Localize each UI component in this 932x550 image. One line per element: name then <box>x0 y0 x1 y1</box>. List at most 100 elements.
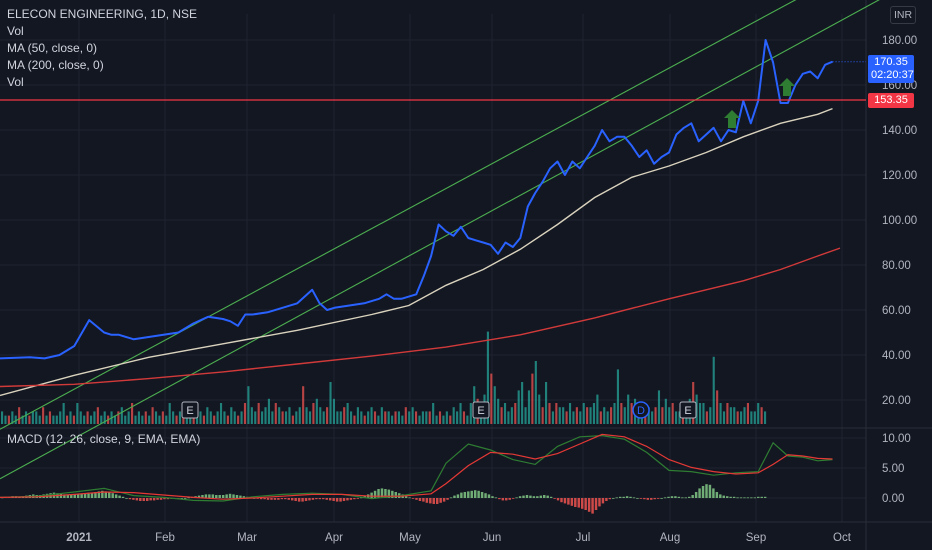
volume-bar <box>531 373 534 424</box>
macd-histogram-bar <box>335 498 339 502</box>
volume-bar <box>326 407 329 424</box>
macd-histogram-bar <box>266 498 270 500</box>
volume-bar <box>271 411 274 424</box>
volume-bar <box>89 415 93 424</box>
volume-bar <box>384 411 387 424</box>
volume-bar <box>630 403 633 424</box>
arrow-markers[interactable] <box>724 78 795 128</box>
volume-bar <box>702 403 705 424</box>
macd-histogram-bar <box>746 497 750 499</box>
macd-histogram-bar <box>608 498 612 500</box>
macd-histogram-bar <box>328 498 332 501</box>
indicator-ma200-label[interactable]: MA (200, close, 0) <box>7 58 104 72</box>
indicator-volume-label[interactable]: Vol <box>7 24 24 38</box>
volume-bar <box>456 411 459 424</box>
volume-bar <box>124 415 127 424</box>
earnings-marker[interactable]: E <box>679 401 697 419</box>
earnings-marker[interactable]: E <box>472 401 490 419</box>
macd-histogram-bar <box>632 497 636 499</box>
volume-bar <box>555 403 558 424</box>
volume-bar <box>582 403 585 424</box>
volume-bar <box>647 407 650 424</box>
volume-bar <box>449 415 452 424</box>
macd-histogram-bar <box>87 492 90 498</box>
macd-histogram-bar <box>529 495 532 498</box>
macd-histogram-bar <box>705 484 708 498</box>
volume-bar <box>746 403 750 424</box>
volume-bar <box>158 415 161 424</box>
macd-histogram-bar <box>543 495 546 498</box>
macd-histogram-bar <box>729 496 732 498</box>
macd-histogram-bar <box>477 490 480 498</box>
volume-bar <box>510 407 513 424</box>
macd-histogram-bar <box>111 493 114 498</box>
volume-bar <box>284 411 288 424</box>
volume-bar <box>52 415 55 424</box>
macd-histogram-bar <box>152 498 156 501</box>
macd-histogram-bar <box>325 498 328 500</box>
volume-bar <box>401 415 404 424</box>
volume-bar <box>336 411 339 424</box>
volume-bar <box>651 411 654 424</box>
volume-bar <box>250 407 253 424</box>
macd-histogram-bar <box>760 496 763 498</box>
volume-bar <box>288 407 291 424</box>
macd-title[interactable]: MACD (12, 26, close, 9, EMA, EMA) <box>7 432 201 446</box>
macd-histogram-bar <box>90 492 94 498</box>
macd-histogram-bar <box>518 496 522 498</box>
macd-histogram-bar <box>70 495 73 498</box>
macd-histogram-bar <box>757 496 760 498</box>
volume-bar <box>319 407 322 424</box>
volume-bar <box>295 411 298 424</box>
time-tick-label: Aug <box>660 532 680 544</box>
earnings-marker[interactable]: E <box>181 401 199 419</box>
moving-averages <box>0 107 841 397</box>
price-tick-label: 80.00 <box>882 260 911 272</box>
volume-bar <box>548 403 551 424</box>
macd-histogram-bar <box>629 496 632 498</box>
last-price-value: 170.35 <box>874 56 908 68</box>
volume-bar <box>154 411 158 424</box>
volume-bar <box>66 415 69 424</box>
indicator-ma50-label[interactable]: MA (50, close, 0) <box>7 41 98 55</box>
indicator-volume2-label[interactable]: Vol <box>7 75 24 89</box>
macd-histogram-bar <box>221 495 225 498</box>
macd-histogram-bar <box>449 497 453 499</box>
macd-histogram-bar <box>201 495 204 498</box>
macd-histogram-bar <box>467 491 470 498</box>
trend-channel[interactable] <box>0 0 892 480</box>
volume-bar <box>565 411 568 424</box>
macd-histogram-bar <box>473 490 477 498</box>
price-series <box>0 39 866 360</box>
volume-bar <box>120 407 123 424</box>
volume-bar <box>575 407 578 424</box>
volume-bar <box>623 407 626 424</box>
symbol-title[interactable]: ELECON ENGINEERING, 1D, NSE <box>7 7 198 21</box>
earnings-box <box>472 401 490 419</box>
dividend-marker[interactable]: D <box>632 401 650 419</box>
macd-line <box>0 434 833 502</box>
volume-bar <box>96 407 99 424</box>
macd-histogram-bar <box>284 498 287 500</box>
volume-bar <box>117 411 120 424</box>
event-label: D <box>637 405 645 417</box>
volume-bar <box>726 403 729 424</box>
volume-bar <box>257 403 260 424</box>
macd-histogram-bar <box>349 498 353 500</box>
macd-histogram-bar <box>373 490 377 498</box>
volume-bar <box>462 411 466 424</box>
macd-histogram-bar <box>114 494 118 498</box>
macd-histogram-bar <box>587 498 591 512</box>
volume-bar <box>613 403 616 424</box>
macd-histogram-bar <box>646 498 650 500</box>
macd-histogram-bar <box>63 494 66 498</box>
volume-bar <box>551 411 554 424</box>
macd-histogram-bar <box>411 498 415 499</box>
macd-histogram-bar <box>491 496 494 498</box>
volume-bar <box>182 415 185 424</box>
macd-histogram-bar <box>163 498 166 500</box>
currency-button[interactable]: INR <box>890 6 916 24</box>
volume-bar <box>445 411 448 424</box>
